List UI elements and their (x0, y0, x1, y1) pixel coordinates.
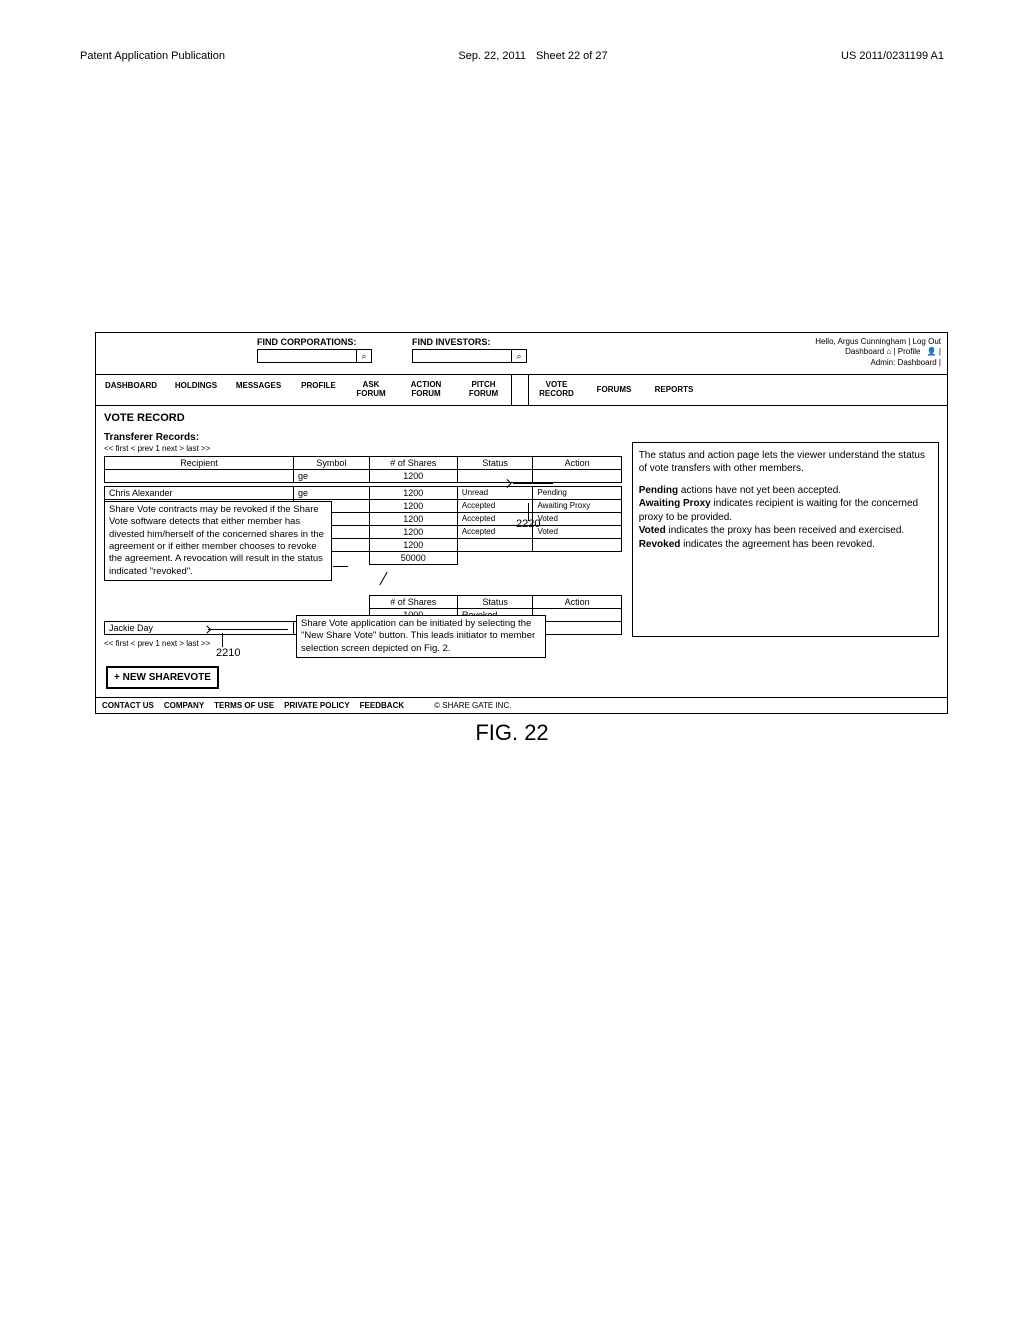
find-corp-search-button[interactable]: ⌕ (356, 349, 372, 363)
nav-vote-record[interactable]: VOTERECORD (529, 375, 584, 405)
user-icon: 👤 (923, 347, 937, 357)
col-symbol: Symbol (294, 456, 370, 469)
app-frame: FIND CORPORATIONS: ⌕ FIND INVESTORS: ⌕ H… (95, 332, 948, 714)
find-investors-group: FIND INVESTORS: ⌕ (412, 337, 527, 363)
footer-feedback[interactable]: FEEDBACK (360, 701, 404, 710)
nav-row: DASHBOARD HOLDINGS MESSAGES PROFILE ASKF… (96, 374, 947, 406)
nav-profile[interactable]: PROFILE (291, 375, 346, 405)
help-pending-label: Pending (639, 485, 678, 496)
transferer-title: Transferer Records: (104, 432, 622, 443)
admin-line: Admin: Dashboard | (815, 358, 941, 368)
nav-action-forum[interactable]: ACTIONFORUM (396, 375, 456, 405)
col-status2: Status (457, 595, 533, 608)
footer-privacy[interactable]: PRIVATE POLICY (284, 701, 350, 710)
leader-line (208, 629, 288, 630)
col-status: Status (457, 456, 533, 469)
patent-pub-label: Patent Application Publication (80, 50, 225, 62)
help-pending-text: actions have not yet been accepted. (678, 485, 841, 496)
ref-2210: 2210 (216, 647, 240, 659)
new-sharevote-button[interactable]: + NEW SHAREVOTE (106, 666, 219, 689)
patent-date: Sep. 22, 2011 (458, 50, 526, 62)
dashboard-link[interactable]: Dashboard ⌂ | Profile (845, 348, 920, 357)
find-corp-input[interactable] (257, 349, 357, 363)
table-row: Chris Alexander ge 1200 Unread Pending (105, 486, 622, 499)
search-icon: ⌕ (516, 352, 521, 361)
patent-sheet: Sheet 22 of 27 (536, 50, 608, 62)
help-revoked-text: indicates the agreement has been revoked… (680, 539, 875, 550)
callout-new-share: Share Vote application can be initiated … (296, 615, 546, 658)
col-shares2: # of Shares (369, 595, 457, 608)
footer-terms[interactable]: TERMS OF USE (214, 701, 274, 710)
table-row: ge 1200 (105, 469, 622, 482)
nav-dashboard[interactable]: DASHBOARD (96, 375, 166, 405)
nav-messages[interactable]: MESSAGES (226, 375, 291, 405)
footer: CONTACT US COMPANY TERMS OF USE PRIVATE … (96, 697, 947, 713)
pager-top[interactable]: << first < prev 1 next > last >> (104, 444, 622, 453)
help-voted-label: Voted (639, 525, 666, 536)
nav-holdings[interactable]: HOLDINGS (166, 375, 226, 405)
leader-line (222, 633, 223, 647)
col-action2: Action (533, 595, 621, 608)
col-recipient: Recipient (105, 456, 294, 469)
leader-line (513, 483, 553, 484)
footer-copyright: © SHARE GATE INC. (434, 701, 511, 710)
vote-record-title: VOTE RECORD (104, 412, 622, 424)
patent-number: US 2011/0231199 A1 (841, 50, 944, 62)
help-awaiting-label: Awaiting Proxy (639, 498, 711, 509)
help-panel: The status and action page lets the view… (632, 442, 939, 637)
footer-contact[interactable]: CONTACT US (102, 701, 154, 710)
help-revoked-label: Revoked (639, 539, 681, 550)
nav-reports[interactable]: REPORTS (644, 375, 704, 405)
find-inv-label: FIND INVESTORS: (412, 337, 527, 347)
find-corp-label: FIND CORPORATIONS: (257, 337, 372, 347)
col-action: Action (533, 456, 621, 469)
find-corporations-group: FIND CORPORATIONS: ⌕ (257, 337, 372, 363)
greeting-line: Hello, Argus Cunningham | Log Out (815, 337, 941, 347)
table-header-row: Recipient Symbol # of Shares Status Acti… (105, 456, 622, 469)
help-p1: The status and action page lets the view… (639, 449, 932, 476)
table-header-row: # of Shares Status Action (105, 595, 622, 608)
nav-ask-forum[interactable]: ASKFORUM (346, 375, 396, 405)
find-inv-input[interactable] (412, 349, 512, 363)
figure-label: FIG. 22 (0, 720, 1024, 746)
search-icon: ⌕ (361, 352, 366, 361)
leader-line (333, 566, 348, 567)
col-shares: # of Shares (369, 456, 457, 469)
user-block: Hello, Argus Cunningham | Log Out Dashbo… (815, 337, 941, 368)
leader-line (528, 503, 529, 521)
help-voted-text: indicates the proxy has been received an… (666, 525, 904, 536)
callout-revoke: Share Vote contracts may be revoked if t… (104, 501, 332, 581)
footer-company[interactable]: COMPANY (164, 701, 204, 710)
nav-forums[interactable]: FORUMS (584, 375, 644, 405)
nav-pitch-forum[interactable]: PITCHFORUM (456, 375, 511, 405)
find-inv-search-button[interactable]: ⌕ (511, 349, 527, 363)
